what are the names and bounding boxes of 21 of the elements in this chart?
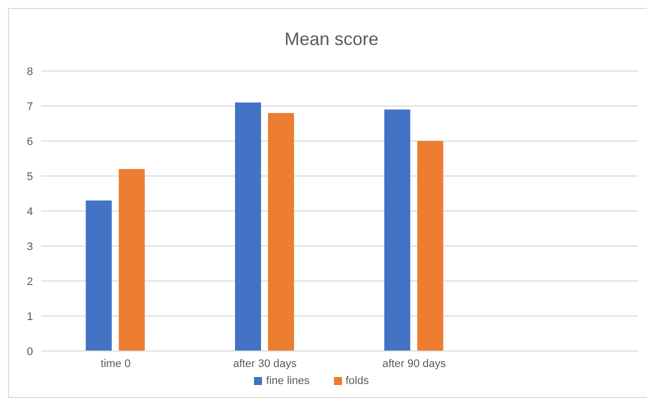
legend-label: fine lines: [266, 375, 310, 387]
x-tick-label: time 0: [100, 358, 131, 370]
y-tick-label: 5: [26, 170, 33, 183]
y-tick-label: 1: [26, 310, 33, 323]
y-tick-label: 6: [26, 136, 33, 148]
bar: [417, 141, 444, 351]
x-tick-label: after 30 days: [233, 358, 298, 370]
y-tick-label: 8: [26, 66, 33, 78]
bar: [118, 169, 145, 351]
y-tick-label: 2: [26, 276, 33, 288]
bar: [384, 110, 410, 351]
chart-title: Mean score: [283, 29, 380, 50]
bar: [235, 102, 262, 351]
bar: [86, 200, 112, 351]
bar: [268, 113, 294, 351]
legend-label: folds: [346, 375, 369, 387]
x-tick-label: after 90 days: [382, 358, 446, 370]
y-tick-label: 0: [26, 346, 33, 358]
y-tick-label: 3: [26, 240, 33, 253]
y-tick-label: 7: [26, 100, 33, 113]
y-tick-label: 4: [26, 206, 33, 218]
